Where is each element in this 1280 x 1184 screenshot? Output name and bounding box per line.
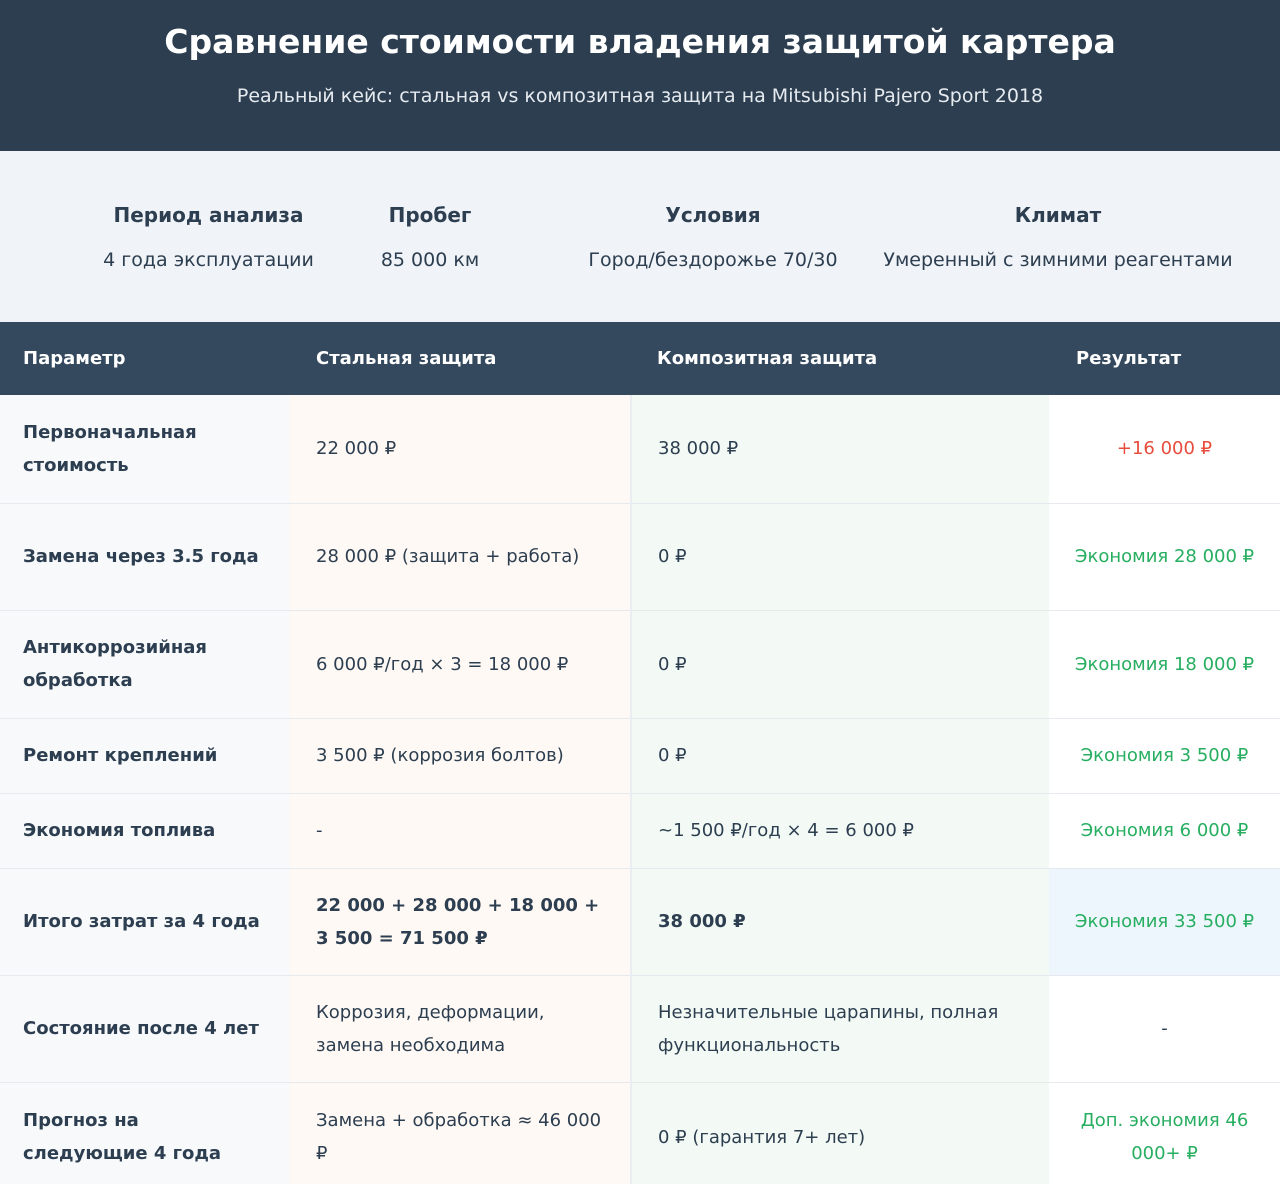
- info-panel: Период анализа 4 года эксплуатации Пробе…: [0, 151, 1280, 322]
- row-composite-value: 0 ₽ (гарантия 7+ лет): [631, 1082, 1049, 1184]
- table-row: Прогноз на следующие 4 года Замена + обр…: [0, 1082, 1280, 1184]
- row-steel-value: Замена + обработка ≈ 46 000 ₽: [290, 1082, 632, 1184]
- table-row: Антикоррозийная обработка 6 000 ₽/год × …: [0, 610, 1280, 719]
- row-result: Экономия 18 000 ₽: [1049, 610, 1280, 719]
- table-row: Ремонт креплений 3 500 ₽ (коррозия болто…: [0, 718, 1280, 794]
- table-row: Первоначальная стоимость 22 000 ₽ 38 000…: [0, 395, 1280, 504]
- table-row-total: Итого затрат за 4 года 22 000 + 28 000 +…: [0, 868, 1280, 976]
- page-header: Сравнение стоимости владения защитой кар…: [0, 0, 1280, 151]
- info-label: Климат: [1014, 203, 1102, 227]
- row-param: Антикоррозийная обработка: [0, 610, 290, 719]
- row-composite-value: 38 000 ₽: [631, 395, 1049, 504]
- row-result: Экономия 33 500 ₽: [1049, 868, 1280, 976]
- column-header-param: Параметр: [0, 322, 290, 395]
- info-climate: Климат Умеренный с зимними реагентами: [868, 151, 1248, 322]
- column-header-composite: Композитная защита: [631, 322, 1049, 395]
- row-steel-value: 28 000 ₽ (защита + работа): [290, 503, 632, 611]
- info-label: Пробег: [388, 203, 472, 227]
- row-result: Доп. экономия 46 000+ ₽: [1049, 1082, 1280, 1184]
- row-composite-value: 0 ₽: [631, 610, 1049, 719]
- info-label: Период анализа: [113, 203, 304, 227]
- page-title: Сравнение стоимости владения защитой кар…: [164, 22, 1116, 61]
- row-param: Состояние после 4 лет: [0, 975, 290, 1083]
- info-value: 85 000 км: [380, 249, 480, 271]
- row-result: Экономия 28 000 ₽: [1049, 503, 1280, 611]
- column-header-steel: Стальная защита: [290, 322, 631, 395]
- comparison-table: Параметр Стальная защита Композитная защ…: [0, 322, 1280, 1184]
- row-param: Итого затрат за 4 года: [0, 868, 290, 976]
- row-steel-value: 22 000 + 28 000 + 18 000 + 3 500 = 71 50…: [290, 868, 632, 976]
- row-composite-value: 0 ₽: [631, 503, 1049, 611]
- row-composite-value: ~1 500 ₽/год × 4 = 6 000 ₽: [631, 793, 1049, 869]
- table-row: Состояние после 4 лет Коррозия, деформац…: [0, 975, 1280, 1083]
- row-composite-value: 38 000 ₽: [631, 868, 1049, 976]
- row-result: -: [1049, 975, 1280, 1083]
- info-mileage: Пробег 85 000 км: [330, 151, 530, 322]
- row-param: Экономия топлива: [0, 793, 290, 869]
- row-steel-value: 22 000 ₽: [290, 395, 632, 504]
- info-value: 4 года эксплуатации: [103, 249, 314, 271]
- row-result: +16 000 ₽: [1049, 395, 1280, 504]
- column-header-result: Результат: [1049, 322, 1280, 395]
- table-header-row: Параметр Стальная защита Композитная защ…: [0, 322, 1280, 395]
- row-composite-value: 0 ₽: [631, 718, 1049, 794]
- row-param: Первоначальная стоимость: [0, 395, 290, 504]
- info-period: Период анализа 4 года эксплуатации: [0, 151, 417, 322]
- row-param: Прогноз на следующие 4 года: [0, 1082, 290, 1184]
- row-steel-value: 6 000 ₽/год × 3 = 18 000 ₽: [290, 610, 632, 719]
- row-param: Ремонт креплений: [0, 718, 290, 794]
- info-value: Умеренный с зимними реагентами: [883, 249, 1233, 271]
- page-subtitle: Реальный кейс: стальная vs композитная з…: [236, 85, 1044, 107]
- row-steel-value: 3 500 ₽ (коррозия болтов): [290, 718, 632, 794]
- table-row: Замена через 3.5 года 28 000 ₽ (защита +…: [0, 503, 1280, 611]
- table-row: Экономия топлива - ~1 500 ₽/год × 4 = 6 …: [0, 793, 1280, 869]
- row-steel-value: -: [290, 793, 632, 869]
- row-steel-value: Коррозия, деформации, замена необходима: [290, 975, 632, 1083]
- info-value: Город/бездорожье 70/30: [588, 249, 838, 271]
- row-result: Экономия 6 000 ₽: [1049, 793, 1280, 869]
- row-param: Замена через 3.5 года: [0, 503, 290, 611]
- row-composite-value: Незначительные царапины, полная функцион…: [631, 975, 1049, 1083]
- row-result: Экономия 3 500 ₽: [1049, 718, 1280, 794]
- info-conditions: Условия Город/бездорожье 70/30: [563, 151, 863, 322]
- info-label: Условия: [665, 203, 761, 227]
